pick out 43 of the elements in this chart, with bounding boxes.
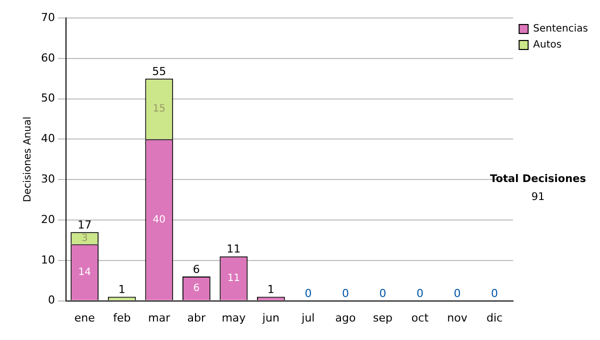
y-tick-label: 0 bbox=[48, 294, 55, 307]
y-tick-label: 70 bbox=[40, 10, 55, 24]
total-label: 0 bbox=[304, 287, 312, 300]
total-label: 0 bbox=[416, 287, 424, 300]
x-tick-label: ene bbox=[74, 311, 96, 324]
total-label: 17 bbox=[78, 218, 92, 232]
total-label: 6 bbox=[192, 262, 200, 276]
x-tick-label: jul bbox=[300, 311, 315, 324]
x-tick-label: ago bbox=[335, 311, 356, 324]
total-label: 0 bbox=[491, 287, 498, 300]
x-tick-label: may bbox=[222, 311, 246, 324]
text: 91 bbox=[530, 191, 546, 203]
y-tick-label: 30 bbox=[40, 172, 55, 186]
total-label: 11 bbox=[226, 242, 241, 256]
x-tick-label: mar bbox=[148, 311, 171, 324]
data-label: 15 bbox=[152, 103, 166, 114]
y-tick-label: 10 bbox=[40, 253, 55, 266]
y-tick-label: 60 bbox=[40, 51, 55, 64]
total-label: 1 bbox=[267, 283, 274, 296]
x-tick-label: feb bbox=[113, 311, 131, 324]
data-label: 11 bbox=[227, 272, 240, 284]
data-label: 14 bbox=[78, 266, 91, 278]
x-tick-label: nov bbox=[447, 311, 468, 324]
total-label: 0 bbox=[379, 287, 386, 300]
y-tick-label: 50 bbox=[40, 92, 55, 105]
x-tick-label: sep bbox=[372, 311, 392, 324]
x-tick-label: jun bbox=[261, 311, 280, 324]
y-tick-label: 20 bbox=[40, 212, 55, 226]
total-label: 1 bbox=[118, 283, 126, 296]
x-tick-label: dic bbox=[486, 311, 503, 324]
total-label: 55 bbox=[152, 64, 166, 78]
x-tick-label: oct bbox=[411, 311, 430, 324]
x-tick-label: abr bbox=[187, 311, 206, 324]
data-label: 3 bbox=[81, 232, 88, 244]
y-tick-label: 40 bbox=[40, 132, 55, 146]
annotation: Total Decisiones bbox=[489, 173, 587, 185]
data-label: 6 bbox=[193, 283, 200, 294]
data-label: 40 bbox=[152, 214, 166, 226]
total-label: 0 bbox=[342, 287, 349, 300]
legend-label: Autos bbox=[533, 40, 562, 51]
total-label: 0 bbox=[454, 287, 461, 300]
legend-label: Sentencias bbox=[533, 24, 588, 35]
y-axis-title: Decisiones Anual bbox=[22, 116, 34, 202]
